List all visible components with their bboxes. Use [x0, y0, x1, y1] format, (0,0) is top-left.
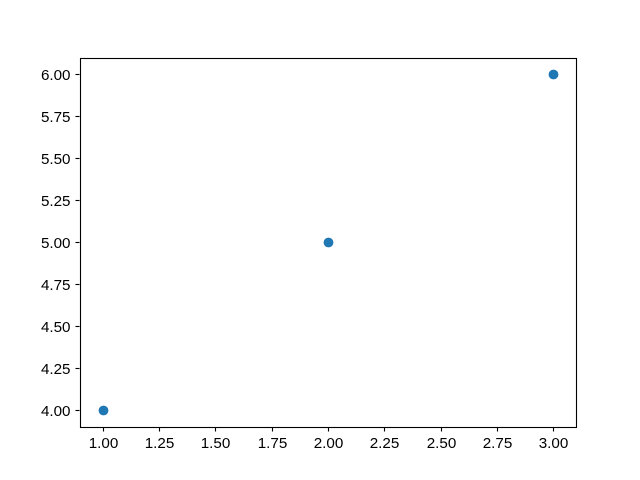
- svg-text:2.50: 2.50: [427, 435, 457, 452]
- svg-text:5.75: 5.75: [41, 109, 71, 126]
- svg-text:1.75: 1.75: [258, 435, 288, 452]
- svg-text:4.25: 4.25: [41, 361, 71, 378]
- svg-text:1.50: 1.50: [201, 435, 231, 452]
- svg-text:2.75: 2.75: [483, 435, 513, 452]
- svg-text:5.00: 5.00: [41, 235, 71, 252]
- svg-text:1.00: 1.00: [89, 435, 119, 452]
- svg-text:4.75: 4.75: [41, 277, 71, 294]
- svg-text:1.25: 1.25: [145, 435, 175, 452]
- svg-text:2.00: 2.00: [314, 435, 344, 452]
- svg-text:5.50: 5.50: [41, 151, 71, 168]
- svg-text:6.00: 6.00: [41, 67, 71, 84]
- svg-text:3.00: 3.00: [539, 435, 569, 452]
- svg-text:4.00: 4.00: [41, 403, 71, 420]
- svg-text:2.25: 2.25: [370, 435, 400, 452]
- svg-text:4.50: 4.50: [41, 319, 71, 336]
- svg-text:5.25: 5.25: [41, 193, 71, 210]
